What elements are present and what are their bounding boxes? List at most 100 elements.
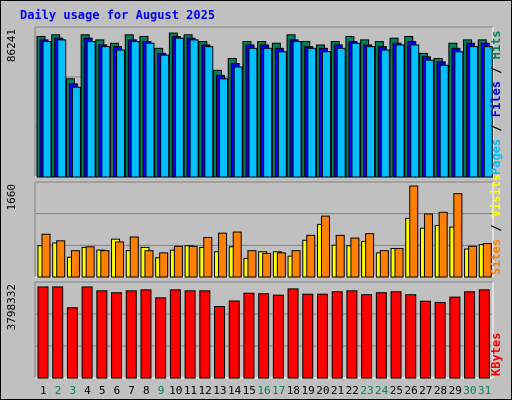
day-label: 18: [287, 384, 300, 397]
sites-bar: [262, 252, 272, 278]
pages-bar: [424, 59, 434, 178]
sites-bar: [379, 250, 389, 278]
kbytes-bar: [155, 297, 167, 379]
pages-bar: [483, 46, 493, 178]
sites-bar: [365, 233, 375, 278]
pages-bar: [277, 51, 287, 178]
day-label: 29: [449, 384, 462, 397]
day-label: 13: [213, 384, 226, 397]
kbytes-bar: [331, 291, 343, 379]
legend-visits: Visits: [489, 174, 503, 217]
day-label: 17: [272, 384, 285, 397]
day-label: 1: [40, 384, 47, 397]
sites-bar: [144, 250, 154, 278]
day-label: 24: [375, 384, 389, 397]
kbytes-bar: [405, 294, 417, 379]
day-label: 20: [316, 384, 329, 397]
pages-bar: [307, 47, 317, 178]
pages-bar: [86, 41, 96, 178]
sites-bar: [320, 215, 330, 278]
sites-bar: [453, 193, 463, 278]
sites-bar: [394, 247, 404, 278]
kbytes-bar: [214, 306, 226, 379]
pages-bar: [160, 54, 170, 178]
day-label: 14: [228, 384, 242, 397]
day-label: 4: [84, 384, 91, 397]
sites-bar: [218, 232, 228, 278]
kbytes-bar: [125, 290, 137, 379]
day-label: 21: [331, 384, 344, 397]
kbytes-bar: [434, 301, 446, 379]
kbytes-bar: [199, 290, 211, 379]
pages-bar: [351, 42, 361, 178]
kbytes-bar: [140, 289, 152, 379]
sites-bar: [438, 211, 448, 278]
kbytes-bar: [287, 288, 299, 379]
pages-bar: [248, 47, 258, 178]
sites-bar: [291, 250, 301, 278]
kbytes-bar: [66, 307, 78, 379]
legend-separator: /: [489, 217, 503, 239]
kbytes-bar: [419, 300, 431, 379]
kbytes-bar: [272, 294, 284, 379]
sites-bar: [173, 245, 183, 278]
day-label: 11: [184, 384, 197, 397]
kbytes-bar: [81, 286, 93, 379]
chart-title: Daily usage for August 2025: [20, 8, 215, 22]
legend-sites: Sites: [489, 239, 503, 275]
pages-bar: [410, 44, 420, 178]
pages-bar: [101, 46, 111, 178]
pages-bar: [233, 66, 243, 178]
sites-bar: [56, 240, 66, 278]
pages-bar: [204, 46, 214, 178]
sites-bar: [247, 250, 257, 278]
kbytes-bar: [228, 300, 240, 379]
day-label: 15: [243, 384, 256, 397]
pages-bar: [263, 47, 273, 178]
sites-bar: [306, 234, 316, 278]
bottom-panel-max-label: 3798332: [5, 284, 18, 330]
day-label: 9: [158, 384, 165, 397]
day-label: 7: [128, 384, 135, 397]
legend-separator: /: [489, 59, 503, 81]
day-label: 30: [463, 384, 476, 397]
day-label: 5: [99, 384, 106, 397]
kbytes-bar: [258, 293, 270, 379]
day-label: 28: [434, 384, 447, 397]
sites-bar: [409, 185, 419, 278]
sites-bar: [159, 252, 169, 278]
kbytes-bar: [184, 290, 196, 379]
pages-bar: [116, 49, 126, 178]
kbytes-bar: [346, 290, 358, 379]
pages-bar: [395, 44, 405, 178]
bottom-panel-legend: KBytes: [489, 333, 503, 376]
day-label: 2: [55, 384, 62, 397]
sites-bar: [468, 245, 478, 278]
legend-separator: /: [489, 117, 503, 139]
top-panel-legend: Pages / Files / Hits: [489, 30, 503, 175]
day-label: 6: [114, 384, 121, 397]
pages-bar: [174, 37, 184, 178]
sites-bar: [350, 237, 360, 278]
pages-bar: [380, 49, 390, 178]
kbytes-bar: [96, 290, 108, 379]
kbytes-bar: [478, 289, 490, 379]
kbytes-bar: [37, 286, 49, 379]
pages-bar: [366, 46, 376, 178]
top-panel-max-label: 86241: [5, 29, 18, 62]
pages-bar: [130, 41, 140, 178]
day-label: 23: [360, 384, 373, 397]
day-label: 3: [69, 384, 76, 397]
day-label: 22: [346, 384, 359, 397]
kbytes-bar: [302, 293, 314, 379]
kbytes-bar: [52, 286, 64, 379]
sites-bar: [115, 241, 125, 278]
sites-bar: [188, 245, 198, 278]
day-label: 31: [478, 384, 491, 397]
day-label: 27: [419, 384, 432, 397]
sites-bar: [232, 231, 242, 278]
kbytes-bar: [243, 292, 255, 379]
kbytes-bar: [169, 289, 181, 379]
